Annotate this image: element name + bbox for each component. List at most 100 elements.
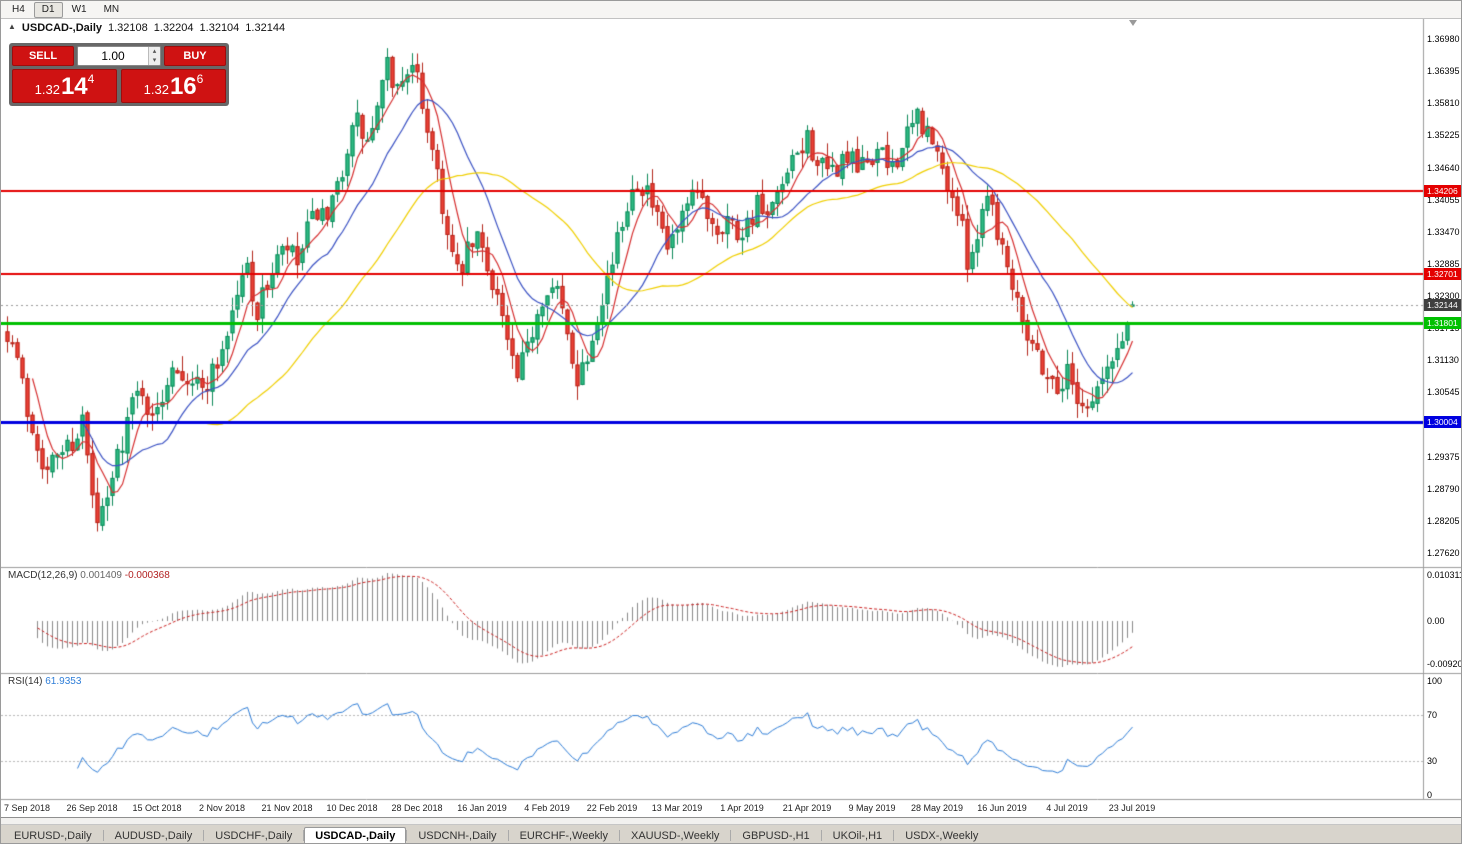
buy-button[interactable]: BUY <box>164 46 226 66</box>
chart-ohlc-header: ▲ USDCAD-,Daily 1.32108 1.32204 1.32104 1.321… <box>8 22 291 34</box>
sell-price-display[interactable]: 1.32 14 4 <box>12 69 117 103</box>
ohlc-low: 1.32104 <box>199 22 240 34</box>
rsi-axis-label: 30 <box>1427 755 1438 766</box>
rsi-axis-label: 100 <box>1427 676 1443 686</box>
chart-symbol-title: USDCAD-,Daily <box>21 22 102 34</box>
buy-price-display[interactable]: 1.32 16 6 <box>121 69 226 103</box>
chart-tab-eurusd[interactable]: EURUSD-,Daily <box>14 830 92 842</box>
chart-tab-usdx[interactable]: USDX-,Weekly <box>905 830 979 842</box>
volume-input[interactable] <box>78 47 148 65</box>
chart-tab-ukoil[interactable]: UKOil-,H1 <box>832 830 883 842</box>
ohlc-high: 1.32204 <box>153 22 194 34</box>
date-axis-label: 22 Feb 2019 <box>586 803 638 813</box>
date-axis-label: 26 Sep 2018 <box>66 803 118 813</box>
macd-indicator-label: MACD(12,26,9) 0.001409 -0.000368 <box>8 570 170 581</box>
date-axis-label: 13 Mar 2019 <box>651 803 703 813</box>
date-axis-label: 16 Jun 2019 <box>977 803 1027 813</box>
bid-price-point: 4 <box>87 72 95 86</box>
volume-down-arrow-icon[interactable]: ▾ <box>149 56 160 65</box>
date-axis-label: 9 May 2019 <box>848 803 896 813</box>
date-axis-label: 28 Dec 2018 <box>391 803 443 813</box>
macd-axis-label: -0.009203 <box>1427 659 1461 669</box>
trade-panel-price-row: 1.32 14 4 1.32 16 6 <box>12 69 226 103</box>
date-axis-label: 21 Apr 2019 <box>782 803 832 813</box>
bid-price-pips: 14 <box>60 73 88 100</box>
date-axis-label: 23 Jul 2019 <box>1108 803 1156 813</box>
volume-spin-buttons: ▴ ▾ <box>148 47 160 65</box>
date-axis-label: 1 Apr 2019 <box>720 803 764 813</box>
timeframe-button-w1[interactable]: W1 <box>71 3 87 15</box>
date-axis-label: 28 May 2019 <box>910 803 964 813</box>
ask-price-point: 6 <box>196 72 204 86</box>
macd-axis-label: 0.010311 <box>1427 570 1462 580</box>
timeframe-button-mn[interactable]: MN <box>103 3 120 15</box>
timeframe-button-h4[interactable]: H4 <box>12 3 25 15</box>
price-axis-label: 1.31130 <box>1427 355 1459 366</box>
chart-tab-usdcad[interactable]: USDCAD-,Daily <box>304 827 407 843</box>
ask-price-prefix: 1.32 <box>143 82 169 97</box>
price-axis-label: 1.35810 <box>1427 98 1460 109</box>
date-axis-label: 21 Nov 2018 <box>261 803 313 813</box>
rsi-value: 61.9353 <box>45 676 82 687</box>
rsi-axis-label: 0 <box>1427 790 1433 800</box>
price-axis-label: 1.32885 <box>1427 258 1460 269</box>
date-axis-label: 10 Dec 2018 <box>326 803 378 813</box>
ohlc-close: 1.32144 <box>245 22 286 34</box>
ask-price-pips: 16 <box>169 73 197 100</box>
rsi-name: RSI(14) <box>8 676 43 687</box>
chart-tab-gbpusd[interactable]: GBPUSD-,H1 <box>742 830 810 842</box>
chart-tab-xauusd[interactable]: XAUUSD-,Weekly <box>630 830 720 842</box>
tab-separator <box>406 830 408 841</box>
rsi-axis-label: 70 <box>1427 710 1438 721</box>
hline-price-tag: 1.34206 <box>1424 185 1461 198</box>
date-axis-label: 2 Nov 2018 <box>198 803 246 813</box>
chart-tab-eurchf[interactable]: EURCHF-,Weekly <box>519 830 608 842</box>
date-axis-label: 4 Jul 2019 <box>1046 803 1088 813</box>
tab-separator <box>303 830 305 841</box>
hline-price-tag: 1.31801 <box>1424 317 1461 330</box>
price-axis-label: 1.33470 <box>1427 226 1460 237</box>
price-axis-label: 1.28790 <box>1427 483 1460 494</box>
tab-separator <box>618 830 620 841</box>
volume-up-arrow-icon[interactable]: ▴ <box>149 47 160 56</box>
timeframe-button-d1[interactable]: D1 <box>33 1 63 18</box>
tab-separator <box>203 830 205 841</box>
price-axis-label: 1.28205 <box>1427 515 1460 526</box>
rsi-indicator-label: RSI(14) 61.9353 <box>8 676 81 687</box>
chart-tab-usdchf[interactable]: USDCHF-,Daily <box>215 830 293 842</box>
chart-tab-usdcnh[interactable]: USDCNH-,Daily <box>418 830 497 842</box>
hline-price-tag: 1.32701 <box>1424 267 1461 280</box>
timeframe-toolbar: H4 D1 W1 MN <box>1 1 1461 19</box>
chart-tab-audusd[interactable]: AUDUSD-,Daily <box>114 830 193 842</box>
current-price-tag: 1.32144 <box>1424 298 1461 311</box>
macd-name: MACD(12,26,9) <box>8 570 78 581</box>
sell-button[interactable]: SELL <box>12 46 74 66</box>
chart-shift-marker-icon[interactable] <box>1129 20 1137 26</box>
price-chart-canvas[interactable] <box>1 19 1461 817</box>
tab-separator <box>893 830 895 841</box>
date-axis-label: 16 Jan 2019 <box>457 803 507 813</box>
symbol-arrow-icon: ▲ <box>8 22 16 31</box>
price-axis-label: 1.36395 <box>1427 66 1460 77</box>
price-axis-label: 1.34640 <box>1427 162 1460 173</box>
price-axis-label: 1.30545 <box>1427 387 1460 398</box>
price-axis-label: 1.27620 <box>1427 548 1460 558</box>
tab-separator <box>730 830 732 841</box>
price-axis-label: 1.36980 <box>1427 34 1460 44</box>
macd-signal-value: -0.000368 <box>124 570 170 581</box>
hline-price-tag: 1.30004 <box>1424 416 1461 429</box>
price-axis-label: 1.35225 <box>1427 130 1460 141</box>
ohlc-open: 1.32108 <box>108 22 148 34</box>
chart-window: ▲ USDCAD-,Daily 1.32108 1.32204 1.32104 1.321… <box>1 19 1462 817</box>
price-axis-label: 1.34055 <box>1427 194 1460 205</box>
trade-panel-top-row: SELL ▴ ▾ BUY <box>12 46 226 66</box>
date-axis-label: 15 Oct 2018 <box>132 803 182 813</box>
price-axis-label: 1.32300 <box>1427 291 1460 301</box>
tab-separator <box>507 830 509 841</box>
macd-main-value: 0.001409 <box>80 570 122 581</box>
tab-separator <box>102 830 104 841</box>
date-axis-label: 7 Sep 2018 <box>3 803 51 813</box>
window-edge-strip <box>1 817 1461 825</box>
